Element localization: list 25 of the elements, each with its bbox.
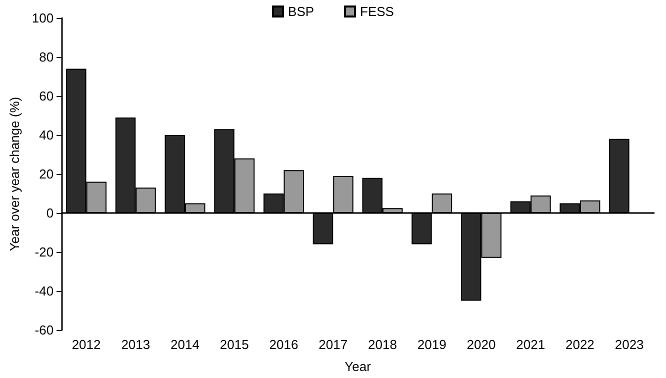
y-tick-label: 60 <box>39 88 54 104</box>
y-tick-label: 40 <box>39 128 54 142</box>
x-tick-label: 2012 <box>72 337 101 352</box>
x-tick-label: 2022 <box>565 337 594 352</box>
x-tick-label: 2023 <box>614 337 644 352</box>
y-tick-label: -40 <box>34 284 54 298</box>
x-axis-title: Year <box>344 359 372 374</box>
y-tick-label: -20 <box>34 244 54 260</box>
x-tick-label: 2020 <box>466 337 496 352</box>
x-tick-label: 2013 <box>121 337 150 352</box>
y-tick-label: 20 <box>39 166 54 182</box>
y-tick-label: 80 <box>39 50 54 64</box>
y-axis-title: Year over year change (%) <box>7 96 22 252</box>
x-tick-label: 2021 <box>516 337 546 352</box>
x-tick-label: 2018 <box>368 337 397 352</box>
x-tick-label: 2017 <box>318 337 348 352</box>
x-tick-label: 2015 <box>220 337 249 352</box>
y-tick-label: 0 <box>46 206 54 220</box>
y-tick-label: 100 <box>32 10 54 26</box>
legend-label: BSP <box>288 4 314 19</box>
y-tick-label: -60 <box>34 322 54 338</box>
x-tick-label: 2019 <box>417 337 446 352</box>
x-tick-label: 2014 <box>170 337 200 352</box>
x-tick-label: 2016 <box>269 337 298 352</box>
legend-label: FESS <box>360 4 394 19</box>
